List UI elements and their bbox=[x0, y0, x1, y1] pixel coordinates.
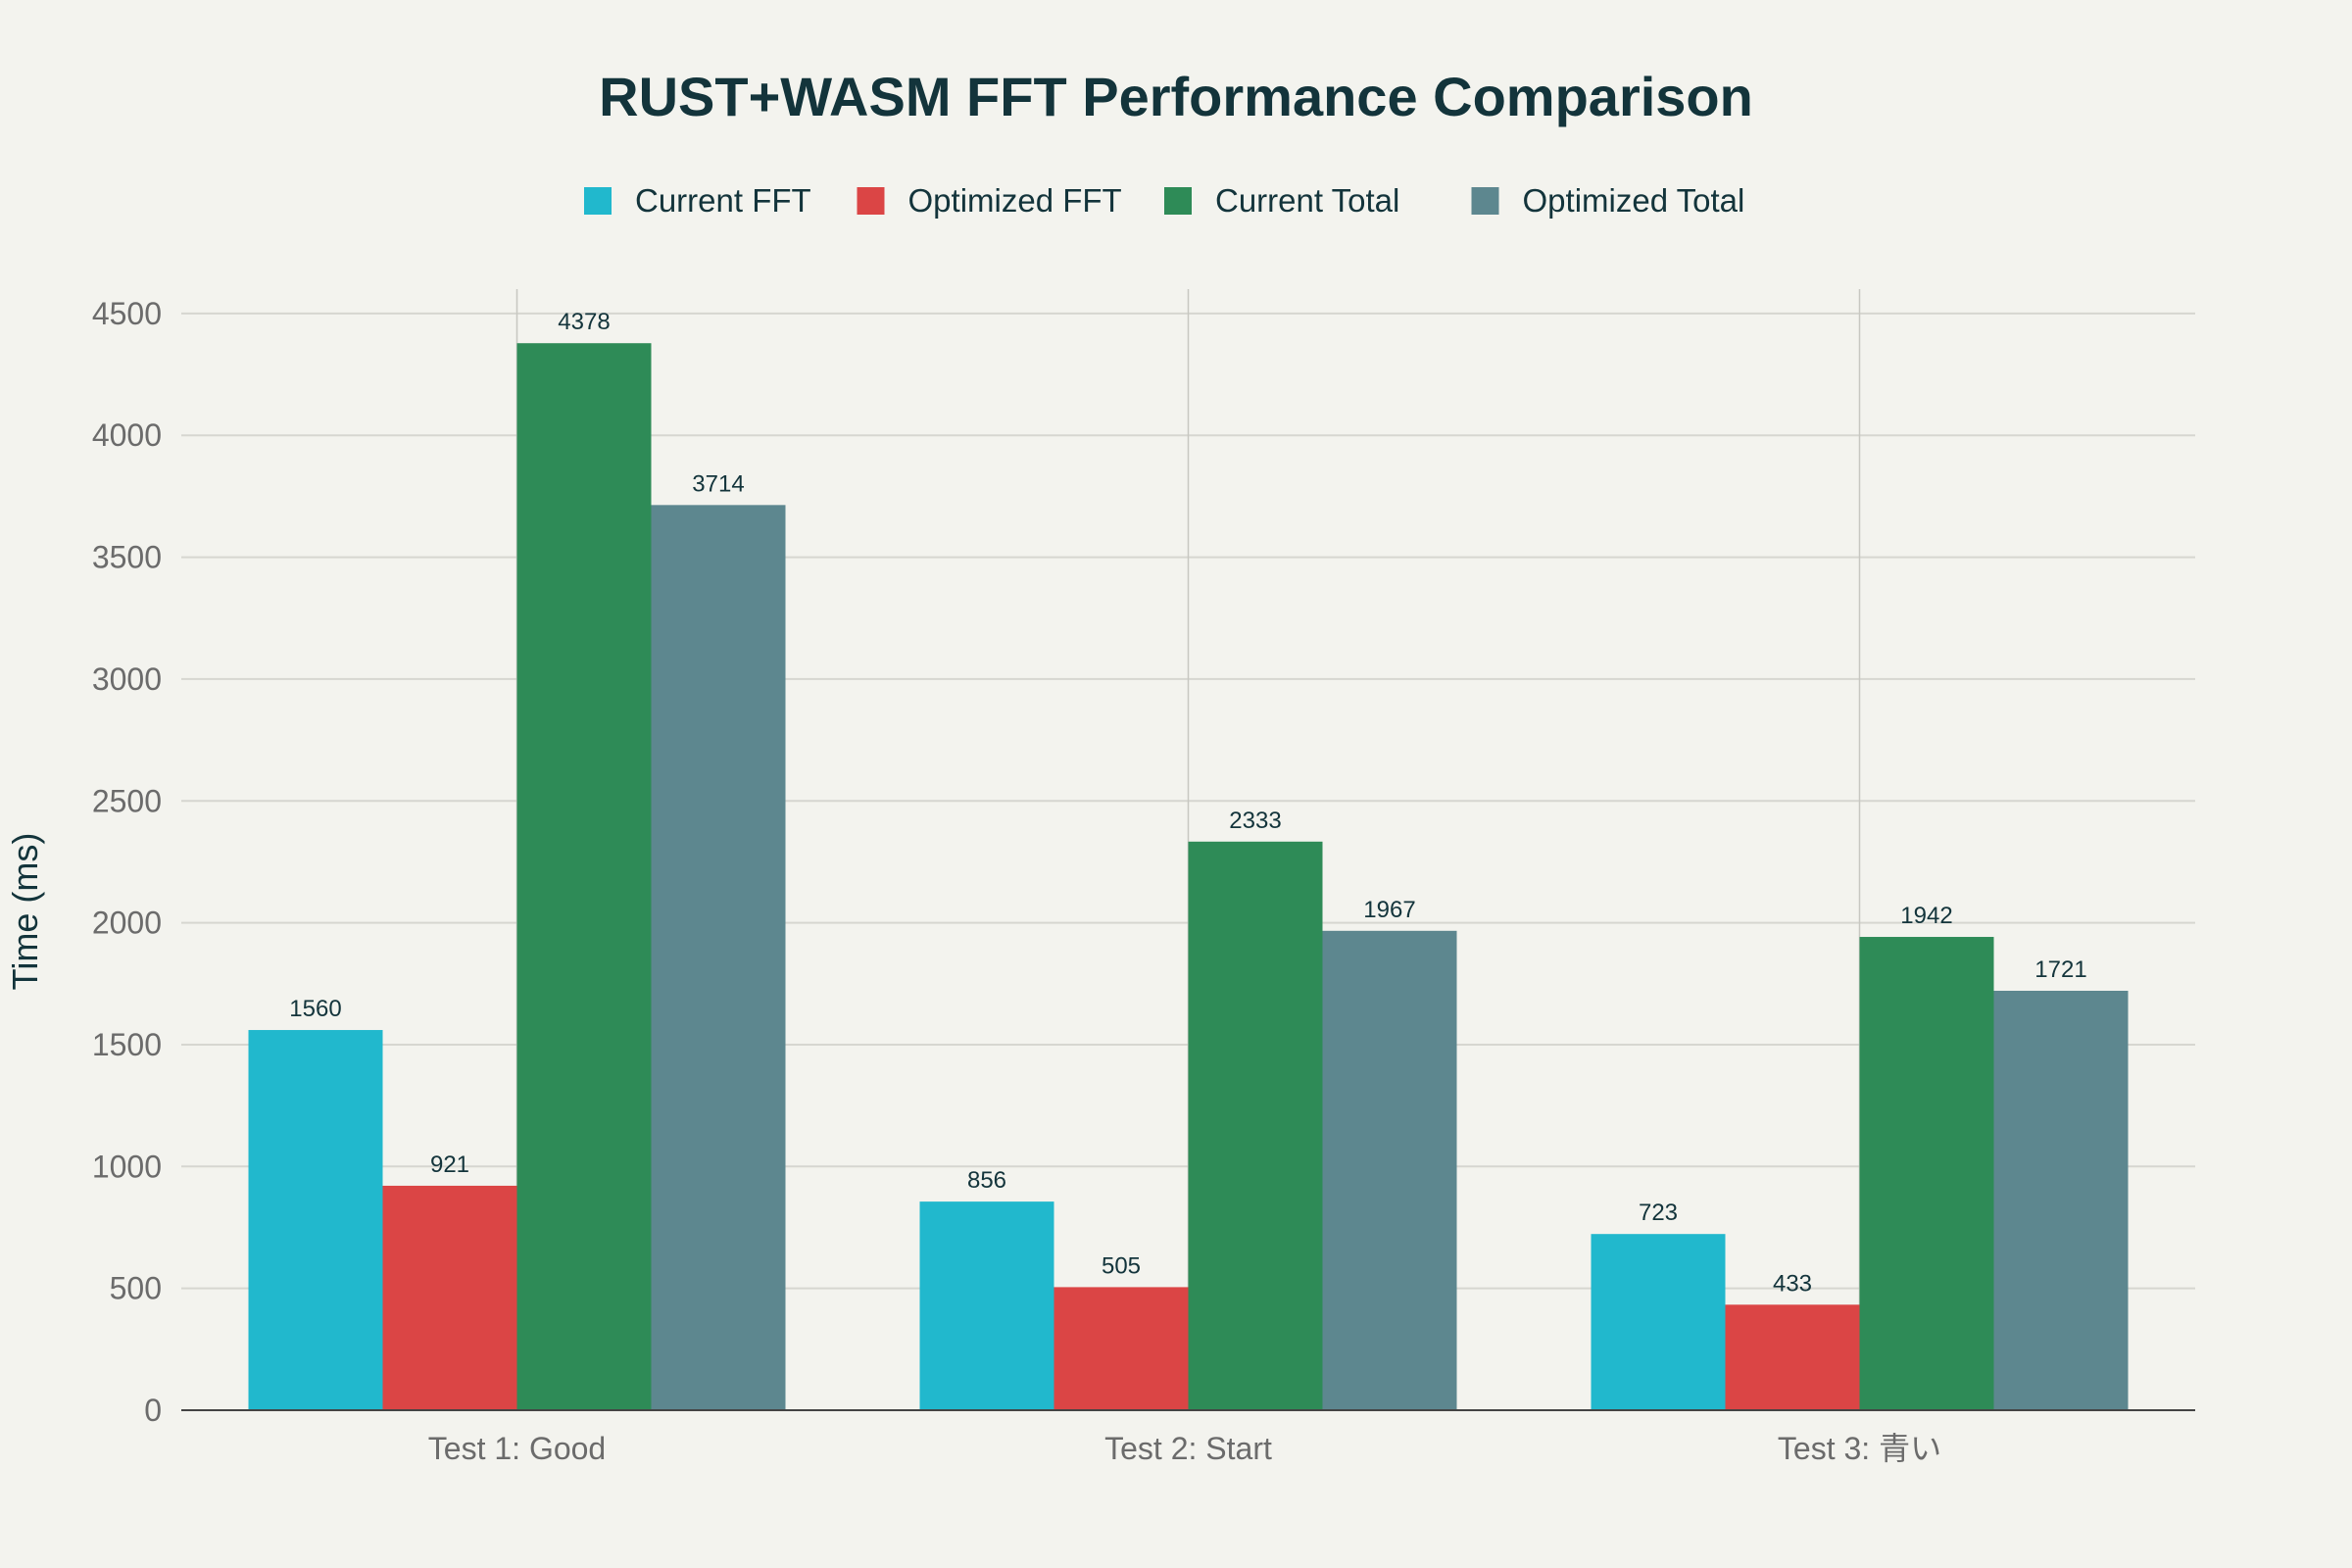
data-label: 1942 bbox=[1900, 903, 1952, 929]
y-axis-title: Time (ms) bbox=[5, 833, 45, 991]
data-labels: 1560 921 4378 3714 856 505 2333 1967 723 433 1942 1… bbox=[289, 309, 2086, 1297]
legend-label: Optimized FFT bbox=[908, 182, 1122, 219]
bar bbox=[1188, 841, 1323, 1410]
legend-swatch bbox=[1164, 187, 1192, 215]
data-label: 1560 bbox=[289, 996, 341, 1022]
legend-swatch bbox=[857, 187, 885, 215]
legend-item[interactable]: Current FFT bbox=[584, 182, 811, 219]
bar bbox=[1591, 1234, 1726, 1410]
x-tick-label: Test 1: Good bbox=[428, 1431, 606, 1466]
data-label: 2333 bbox=[1229, 808, 1281, 834]
data-label: 505 bbox=[1102, 1252, 1141, 1279]
data-label: 1721 bbox=[2034, 956, 2086, 983]
legend-item[interactable]: Optimized FFT bbox=[857, 182, 1122, 219]
x-tick-label: Test 2: Start bbox=[1104, 1431, 1272, 1466]
axes: 0 500 1000 1500 2000 2500 3000 3500 4000 4500 Test… bbox=[92, 296, 2195, 1466]
data-label: 921 bbox=[430, 1152, 469, 1178]
data-label: 1967 bbox=[1363, 897, 1415, 923]
legend-swatch bbox=[584, 187, 612, 215]
legend: Current FFT Optimized FFT Current Total Opt… bbox=[584, 182, 1744, 219]
bar bbox=[1054, 1287, 1189, 1410]
y-tick-label: 1000 bbox=[92, 1149, 162, 1184]
legend-item[interactable]: Optimized Total bbox=[1471, 182, 1745, 219]
y-tick-label: 4500 bbox=[92, 296, 162, 331]
y-tick-label: 0 bbox=[144, 1393, 162, 1428]
y-tick-label: 4000 bbox=[92, 417, 162, 453]
legend-item[interactable]: Current Total bbox=[1164, 182, 1399, 219]
bar bbox=[1993, 990, 2129, 1410]
data-label: 856 bbox=[967, 1167, 1006, 1194]
y-tick-label: 2000 bbox=[92, 906, 162, 941]
bar bbox=[1322, 930, 1457, 1410]
legend-swatch bbox=[1471, 187, 1499, 215]
legend-label: Current Total bbox=[1215, 182, 1399, 219]
data-label: 3714 bbox=[692, 470, 744, 497]
y-tick-label: 3000 bbox=[92, 662, 162, 697]
bar bbox=[1725, 1304, 1860, 1410]
bar bbox=[651, 505, 786, 1410]
y-tick-label: 500 bbox=[110, 1271, 162, 1306]
chart-title: RUST+WASM FFT Performance Comparison bbox=[599, 66, 1753, 127]
bar bbox=[919, 1201, 1054, 1410]
data-label: 433 bbox=[1773, 1270, 1812, 1297]
bar bbox=[382, 1185, 517, 1410]
y-tick-label: 2500 bbox=[92, 783, 162, 818]
bar bbox=[1859, 937, 1994, 1410]
data-label: 723 bbox=[1639, 1200, 1678, 1226]
legend-label: Optimized Total bbox=[1523, 182, 1745, 219]
y-tick-label: 1500 bbox=[92, 1027, 162, 1062]
data-label: 4378 bbox=[558, 309, 610, 335]
x-tick-label: Test 3: 青い bbox=[1778, 1431, 1941, 1466]
y-tick-label: 3500 bbox=[92, 540, 162, 575]
bar bbox=[516, 343, 652, 1410]
bar bbox=[248, 1030, 383, 1410]
legend-label: Current FFT bbox=[635, 182, 811, 219]
bars bbox=[248, 343, 2129, 1410]
